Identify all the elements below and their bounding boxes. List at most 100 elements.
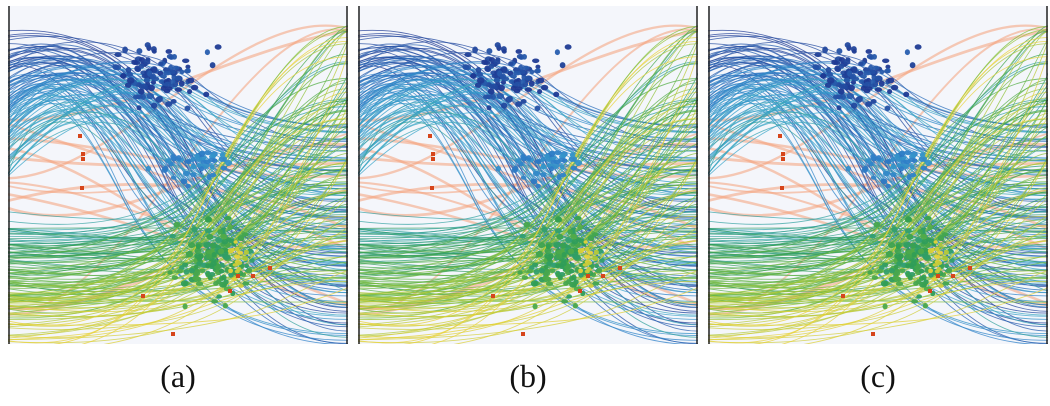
data-point — [165, 101, 173, 107]
data-point — [577, 223, 583, 231]
data-point — [205, 250, 214, 255]
data-curve — [708, 66, 1048, 194]
data-point — [474, 82, 482, 88]
panel-a — [8, 6, 348, 344]
data-point — [872, 65, 880, 70]
data-point — [884, 159, 891, 164]
data-point — [559, 173, 567, 178]
data-point — [502, 66, 508, 73]
data-curve — [358, 106, 698, 225]
highlight-point — [81, 157, 85, 161]
highlight-point — [521, 332, 525, 336]
data-point — [934, 254, 941, 259]
data-point — [894, 153, 900, 160]
data-curve — [8, 108, 348, 263]
data-point — [531, 262, 539, 268]
data-point — [219, 152, 225, 158]
data-curve — [8, 117, 348, 302]
data-point — [542, 269, 551, 277]
data-point — [914, 44, 922, 50]
data-point — [520, 79, 526, 84]
data-point — [875, 155, 882, 162]
data-curve — [358, 118, 698, 275]
data-point — [587, 250, 594, 255]
data-point — [882, 58, 890, 64]
data-point — [190, 156, 196, 163]
data-curve — [8, 37, 348, 344]
data-point — [219, 281, 228, 288]
data-point — [150, 79, 157, 85]
data-point — [846, 92, 855, 100]
data-curve — [358, 78, 698, 260]
data-curve — [8, 79, 348, 175]
data-point — [555, 216, 562, 223]
data-point — [911, 252, 917, 258]
data-point — [540, 156, 546, 163]
data-point — [523, 221, 531, 228]
data-point — [909, 164, 915, 170]
data-point — [218, 156, 225, 162]
data-point — [158, 61, 164, 66]
data-point — [928, 272, 934, 278]
data-curve — [8, 98, 348, 242]
data-point — [187, 77, 195, 84]
data-curve — [8, 46, 348, 326]
data-point — [862, 165, 869, 172]
data-point — [564, 44, 572, 50]
data-point — [204, 228, 212, 233]
data-curve — [8, 65, 348, 171]
data-point — [151, 49, 157, 54]
data-point — [164, 81, 172, 87]
data-curve — [358, 80, 698, 163]
data-curve — [358, 144, 698, 313]
data-curve — [8, 170, 348, 254]
data-point — [877, 268, 883, 274]
highlight-point — [586, 274, 590, 278]
data-point — [838, 63, 845, 69]
data-point — [538, 267, 545, 274]
data-point — [928, 238, 936, 244]
data-curve — [708, 80, 1048, 163]
data-point — [880, 280, 889, 287]
data-point — [534, 159, 541, 164]
data-point — [938, 242, 943, 248]
data-point — [591, 232, 599, 237]
highlight-curve — [358, 29, 698, 122]
data-curve — [8, 31, 348, 302]
data-point — [831, 59, 838, 65]
data-point — [214, 44, 222, 50]
data-curve — [8, 45, 348, 257]
data-point — [553, 241, 561, 249]
data-point — [476, 77, 485, 84]
data-point — [211, 252, 217, 258]
data-point — [462, 64, 470, 70]
data-point — [824, 82, 832, 88]
data-point — [217, 229, 223, 235]
data-point — [175, 75, 182, 81]
data-point — [835, 94, 844, 100]
data-curve — [358, 79, 698, 175]
data-point — [573, 215, 582, 221]
data-point — [175, 155, 182, 162]
data-point — [485, 94, 494, 100]
curve-plot-c — [708, 6, 1048, 344]
data-point — [864, 81, 872, 87]
data-point — [554, 49, 560, 56]
data-point — [238, 284, 244, 288]
data-point — [916, 294, 923, 299]
data-point — [919, 281, 927, 288]
data-point — [915, 237, 923, 244]
data-point — [569, 152, 575, 158]
point-group — [78, 42, 272, 336]
data-point — [865, 49, 873, 54]
highlight-point — [80, 186, 84, 190]
data-curve — [708, 284, 1048, 326]
data-curve — [708, 85, 1048, 341]
data-point — [881, 262, 889, 268]
data-point — [183, 269, 190, 275]
data-point — [937, 235, 945, 242]
data-curve — [8, 117, 348, 311]
data-point — [562, 158, 568, 163]
data-point — [555, 253, 562, 260]
data-point — [905, 253, 912, 260]
